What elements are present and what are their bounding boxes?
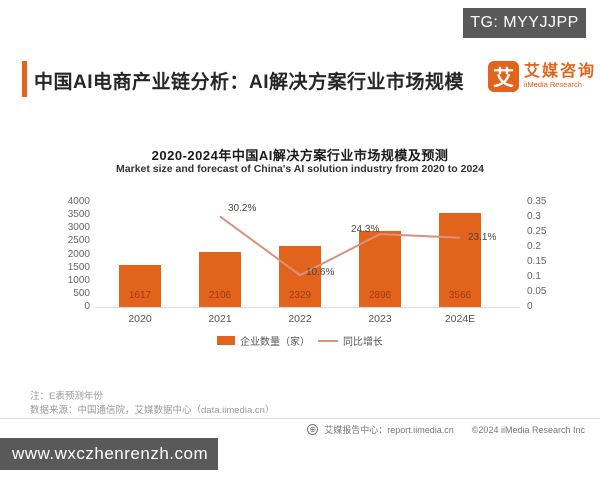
iimedia-logo: 艾 艾媒咨询 iiMedia Research xyxy=(488,61,596,92)
logo-name-cn: 艾媒咨询 xyxy=(524,63,597,81)
watermark-bar: www.wxczhenrenzh.com xyxy=(0,438,218,470)
chart-note: 注：E表预测年份 xyxy=(30,391,103,402)
left-axis-tick: 1500 xyxy=(67,261,90,273)
right-axis-tick: 0.2 xyxy=(527,241,541,252)
bar-value-label: 2329 xyxy=(288,290,312,301)
legend-bar-label: 企业数量（家） xyxy=(240,337,310,348)
right-axis-tick: 0.15 xyxy=(527,256,547,267)
legend-item-line: 同比增长 xyxy=(318,333,383,348)
x-axis-label: 2021 xyxy=(208,313,232,325)
iimedia-logo-icon: 艾 xyxy=(488,61,519,92)
right-axis-tick: 0.1 xyxy=(527,271,541,282)
x-axis-line xyxy=(95,307,520,308)
growth-rate-label: 23.1% xyxy=(468,231,497,243)
x-axis-label: 2024E xyxy=(444,313,476,325)
x-axis-label: 2020 xyxy=(128,313,152,325)
bar-value-label: 3566 xyxy=(448,290,472,301)
copyright-text: ©2024 iiMedia Research Inc xyxy=(471,424,585,435)
tg-contact-badge: TG: MYYJJPP xyxy=(463,8,586,38)
x-axis-label: 2022 xyxy=(288,313,312,325)
right-axis-tick: 0.3 xyxy=(527,211,541,222)
legend-item-bar: 企业数量（家） xyxy=(217,333,310,348)
bar-2020 xyxy=(119,264,161,307)
footer-divider xyxy=(0,418,600,419)
growth-rate-label: 24.3% xyxy=(351,224,380,236)
chart-subtitle: Market size and forecast of China's AI s… xyxy=(116,163,484,175)
right-axis-tick: 0 xyxy=(527,301,533,312)
left-axis-tick: 0 xyxy=(84,301,90,312)
left-axis-tick: 2500 xyxy=(67,235,90,247)
chart-legend: 企业数量（家） 同比增长 xyxy=(0,333,600,348)
x-axis-label: 2023 xyxy=(368,313,392,325)
bar-value-label: 1617 xyxy=(128,290,152,301)
right-axis-tick: 0.05 xyxy=(527,286,547,297)
left-axis-tick: 3000 xyxy=(67,222,90,234)
report-center-link[interactable]: 艾媒报告中心：report.iimedia.cn xyxy=(324,425,454,435)
legend-line-label: 同比增长 xyxy=(343,337,383,348)
logo-name-en: iiMedia Research xyxy=(524,79,582,89)
title-accent-bar xyxy=(22,61,27,97)
bar-series-swatch-icon xyxy=(217,336,235,345)
right-axis-tick: 0.35 xyxy=(527,196,547,207)
chart-title: 2020-2024年中国AI解决方案行业市场规模及预测 xyxy=(151,148,449,163)
iimedia-logo-text: 艾媒咨询 iiMedia Research xyxy=(524,63,597,89)
growth-rate-label: 30.2% xyxy=(228,203,257,215)
left-axis-tick: 3500 xyxy=(67,209,90,221)
left-axis-tick: 4000 xyxy=(67,196,90,207)
bar-value-label: 2896 xyxy=(368,290,392,301)
page-title: 中国AI电商产业链分析：AI解决方案行业市场规模 xyxy=(34,72,465,93)
right-axis-tick: 0.25 xyxy=(527,226,547,237)
left-axis-tick: 500 xyxy=(73,287,90,299)
line-series-swatch-icon xyxy=(318,339,338,342)
data-source-note: 数据来源：中国通信院，艾媒数据中心（data.iimedia.cn） xyxy=(30,405,275,416)
tg-contact-text: TG: MYYJJPP xyxy=(470,14,579,31)
page-footer: ⊕ 艾媒报告中心：report.iimedia.cn ©2024 iiMedia… xyxy=(307,423,585,436)
watermark-url: www.wxczhenrenzh.com xyxy=(12,444,209,463)
growth-rate-label: 10.6% xyxy=(306,267,335,279)
globe-icon: ⊕ xyxy=(307,424,319,435)
left-axis-tick: 1000 xyxy=(67,274,90,286)
left-axis-tick: 2000 xyxy=(67,248,90,260)
bar-value-label: 2106 xyxy=(208,290,232,301)
